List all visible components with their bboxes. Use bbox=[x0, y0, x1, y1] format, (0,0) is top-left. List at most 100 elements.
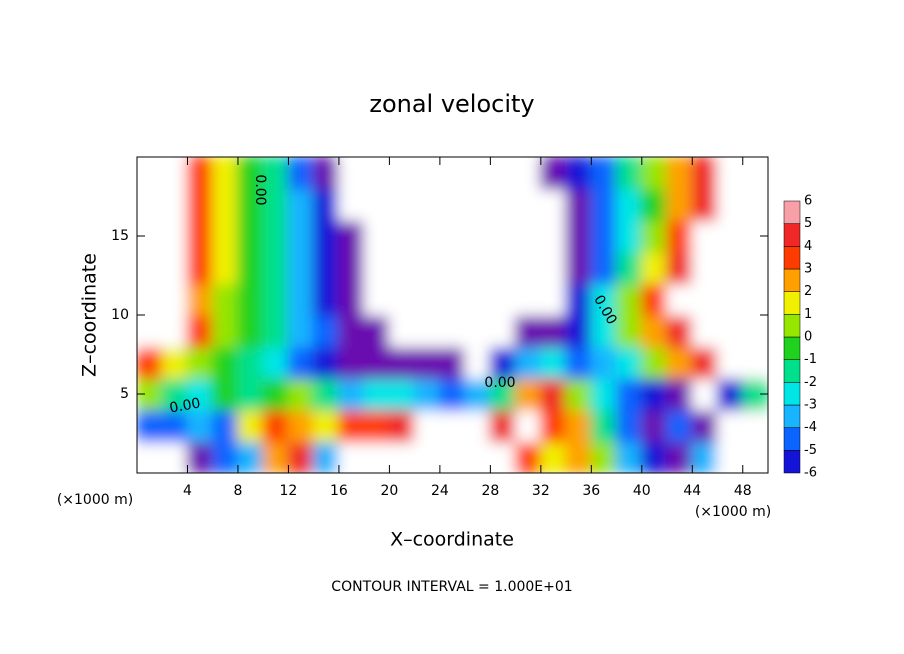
contour-label: 0.00 bbox=[252, 174, 268, 205]
field-cell bbox=[388, 408, 416, 443]
colorbar-label: 2 bbox=[804, 284, 812, 299]
field-cell bbox=[464, 250, 492, 285]
field-cell bbox=[287, 219, 315, 253]
field-cell bbox=[640, 440, 669, 473]
colorbar-box bbox=[783, 314, 801, 338]
field-cell bbox=[211, 408, 239, 443]
field-cell bbox=[363, 440, 391, 473]
field-cell bbox=[565, 219, 593, 253]
y-tick-label: 5 bbox=[120, 386, 129, 402]
field-cell bbox=[615, 282, 643, 316]
field-cell bbox=[489, 440, 517, 473]
colorbar-label: 1 bbox=[804, 307, 812, 322]
field-cell bbox=[186, 187, 214, 222]
field-cell bbox=[236, 408, 265, 443]
field-cell bbox=[438, 187, 467, 222]
field-cell bbox=[161, 282, 189, 316]
field-cell bbox=[691, 187, 719, 222]
contour-label: 0.00 bbox=[168, 395, 201, 416]
field-cell bbox=[413, 219, 441, 253]
colorbar-label: 0 bbox=[804, 330, 812, 345]
field-cell bbox=[413, 314, 441, 348]
field-cell bbox=[615, 250, 643, 285]
field-cell bbox=[186, 440, 214, 473]
field-cell bbox=[666, 219, 694, 253]
field-cell bbox=[236, 282, 265, 316]
field-cell bbox=[287, 345, 315, 380]
field-cell bbox=[413, 408, 441, 443]
field-cell bbox=[236, 219, 265, 253]
field-cell bbox=[464, 219, 492, 253]
field-cell bbox=[539, 219, 568, 253]
field-cell bbox=[539, 408, 568, 443]
field-cell bbox=[716, 408, 744, 443]
field-cell bbox=[211, 282, 239, 316]
field-cell bbox=[388, 187, 416, 222]
x-tick-label: 24 bbox=[431, 483, 449, 499]
field-cell bbox=[514, 282, 542, 316]
field-cell bbox=[211, 250, 239, 285]
x-axis-label: X–coordinate bbox=[390, 529, 514, 551]
field-cell bbox=[691, 250, 719, 285]
field-cell bbox=[337, 157, 366, 190]
field-cell bbox=[615, 408, 643, 443]
footnote: CONTOUR INTERVAL = 1.000E+01 bbox=[331, 579, 572, 595]
x-tick-label: 40 bbox=[633, 483, 651, 499]
field-cell bbox=[186, 157, 214, 190]
field-cell bbox=[161, 250, 189, 285]
field-cell bbox=[312, 219, 340, 253]
field-cell bbox=[489, 282, 517, 316]
field-cell bbox=[514, 157, 542, 190]
field-cell bbox=[363, 314, 391, 348]
colorbar-box bbox=[783, 268, 801, 292]
field-cell bbox=[741, 282, 768, 316]
field-cell bbox=[363, 408, 391, 443]
field-cell bbox=[514, 440, 542, 473]
field-cell bbox=[363, 282, 391, 316]
colorbar-box bbox=[783, 404, 801, 428]
field-cell bbox=[741, 314, 768, 348]
field-cell bbox=[337, 314, 366, 348]
field-cell bbox=[590, 440, 618, 473]
field-cell bbox=[438, 157, 467, 190]
field-cell bbox=[337, 408, 366, 443]
field-cell bbox=[262, 345, 290, 380]
field-cell bbox=[666, 440, 694, 473]
field-cell bbox=[388, 157, 416, 190]
field-cell bbox=[489, 250, 517, 285]
field-cell bbox=[312, 440, 340, 473]
contour-label: 0.00 bbox=[484, 375, 515, 391]
field-cell bbox=[640, 408, 669, 443]
field-cell bbox=[464, 157, 492, 190]
x-tick-label: 36 bbox=[582, 483, 600, 499]
field-cell bbox=[287, 250, 315, 285]
field-cell bbox=[262, 219, 290, 253]
field-cell bbox=[539, 282, 568, 316]
field-cell bbox=[438, 408, 467, 443]
field-cell bbox=[312, 314, 340, 348]
field-cell bbox=[565, 377, 593, 411]
colorbar-label: 6 bbox=[804, 194, 812, 209]
field-cell bbox=[186, 377, 214, 411]
field-cell bbox=[464, 345, 492, 380]
field-cell bbox=[262, 314, 290, 348]
field-cell bbox=[691, 408, 719, 443]
field-cell bbox=[590, 187, 618, 222]
field-cell bbox=[438, 377, 467, 411]
x-tick-label: 16 bbox=[330, 483, 348, 499]
field-cell bbox=[691, 219, 719, 253]
field-cell bbox=[539, 345, 568, 380]
field-cell bbox=[388, 282, 416, 316]
field-cell bbox=[590, 250, 618, 285]
colorbar-label: 5 bbox=[804, 216, 812, 231]
field-cell bbox=[337, 250, 366, 285]
y-unit: (×1000 m) bbox=[695, 504, 771, 520]
chart-title: zonal velocity bbox=[369, 90, 534, 118]
field-cell bbox=[337, 377, 366, 411]
colorbar-box bbox=[783, 200, 801, 224]
field-cell bbox=[666, 314, 694, 348]
x-unit: (×1000 m) bbox=[57, 492, 133, 508]
field-cell bbox=[464, 408, 492, 443]
field-cell bbox=[312, 250, 340, 285]
